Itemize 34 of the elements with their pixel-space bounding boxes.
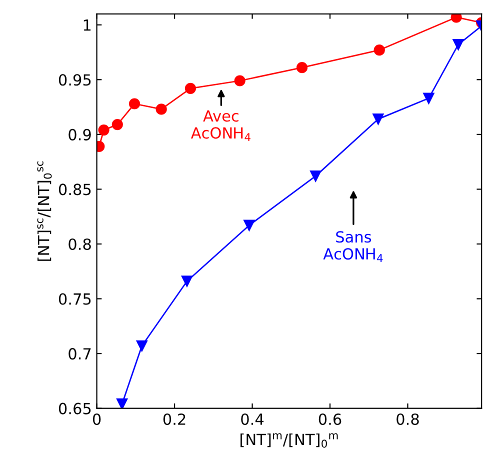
point: [244, 220, 255, 231]
point: [136, 340, 148, 352]
point: [184, 82, 196, 94]
x-tick-label: 0.8: [396, 413, 419, 426]
point: [450, 14, 462, 23]
point: [310, 170, 322, 182]
point: [234, 75, 246, 86]
y-tick-label: 0.7: [68, 348, 91, 360]
point: [156, 104, 167, 115]
x-tick-label: 0.2: [163, 413, 186, 426]
point: [128, 98, 140, 110]
y-tick-label: 1: [84, 20, 91, 31]
annotation: Sans AcONH$_{4}$: [323, 231, 383, 262]
annotation: Avec AcONH$_{4}$: [190, 110, 250, 141]
x-tick-label: 0.6: [318, 413, 342, 426]
y-tick-label: 0.8: [68, 238, 91, 250]
y-axis-title: [NT]$^{sc}$/[NT]$_{0}$$^{sc}$: [37, 161, 52, 261]
y-tick-label: 0.9: [68, 128, 91, 140]
y-tick-label: 0.65: [58, 402, 91, 414]
x-tick-label: 0: [92, 413, 101, 426]
point: [423, 92, 434, 104]
point: [296, 62, 308, 74]
y-tick-label: 0.95: [58, 74, 91, 86]
x-axis-title: [NT]$^{m}$/[NT]$_{0}$$^{m}$: [240, 433, 338, 448]
point: [181, 276, 193, 287]
y-tick-label: 0.85: [58, 184, 91, 196]
point: [98, 124, 110, 136]
point: [372, 114, 384, 125]
point: [116, 398, 128, 408]
point: [452, 39, 464, 50]
point: [112, 119, 123, 130]
point: [374, 44, 385, 56]
y-tick-label: 0.75: [58, 293, 91, 305]
x-tick-label: 0.4: [241, 413, 264, 426]
